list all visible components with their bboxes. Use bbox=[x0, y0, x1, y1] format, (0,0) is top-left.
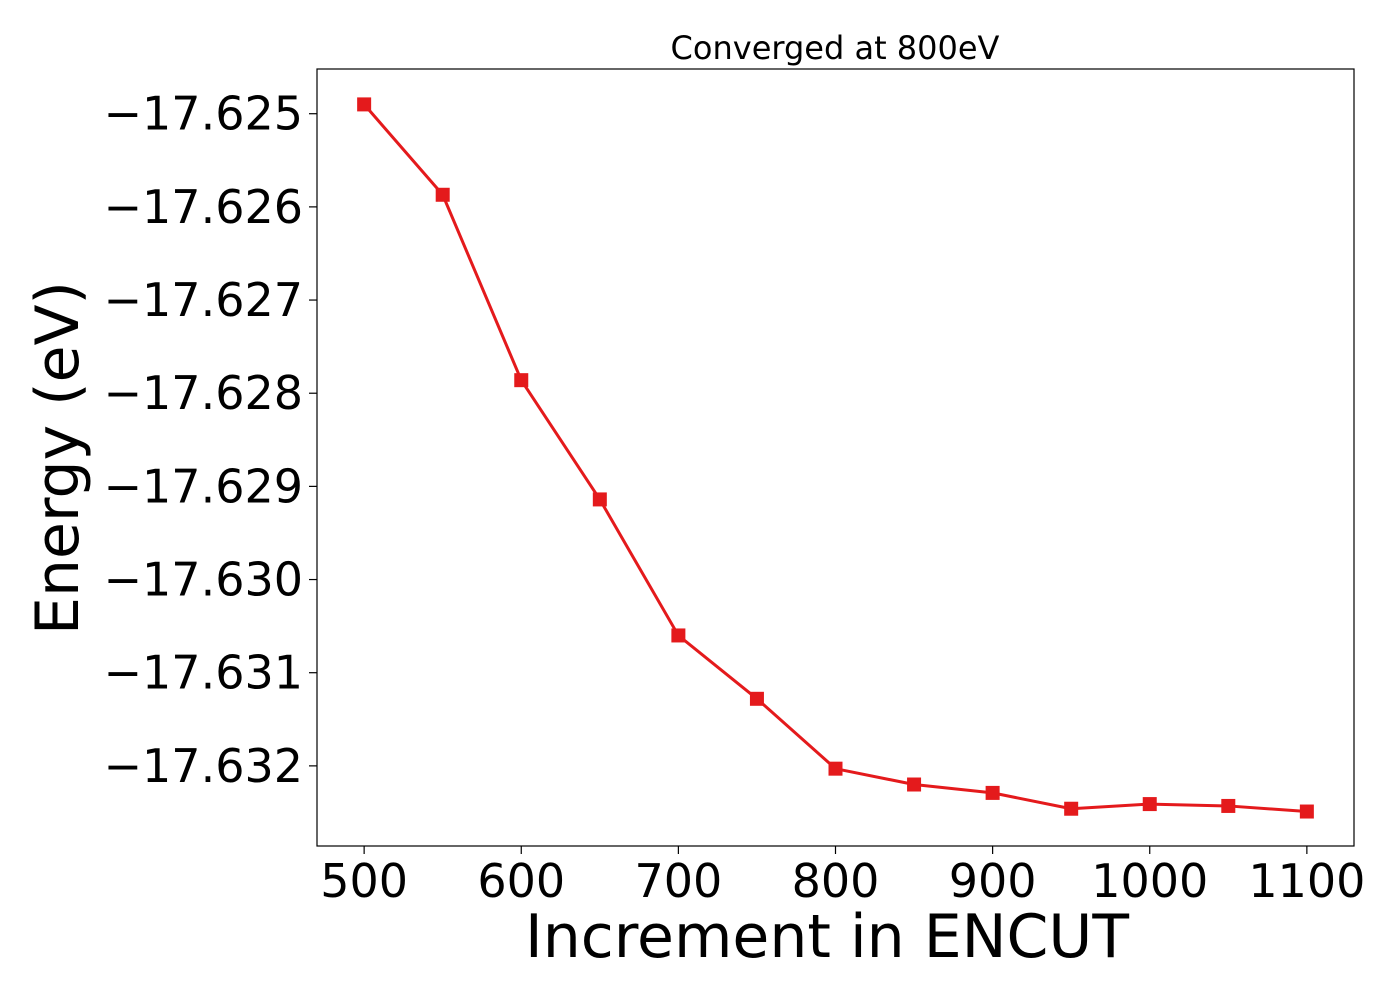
data-point bbox=[435, 187, 450, 202]
x-tick-label: 1000 bbox=[1091, 854, 1208, 908]
x-axis: 500 600 700 800 900 1000 1100 bbox=[320, 846, 1365, 908]
x-tick-label: 500 bbox=[320, 854, 408, 908]
y-tick-label: −17.628 bbox=[104, 366, 304, 420]
data-point bbox=[1221, 798, 1236, 813]
data-point bbox=[514, 373, 529, 388]
x-tick-label: 900 bbox=[949, 854, 1037, 908]
data-point bbox=[357, 97, 372, 112]
x-tick-label: 1100 bbox=[1248, 854, 1365, 908]
data-point bbox=[592, 492, 607, 507]
plot-frame bbox=[316, 68, 1355, 847]
y-tick-label: −17.627 bbox=[104, 273, 304, 327]
data-point bbox=[907, 777, 922, 792]
data-point bbox=[1299, 804, 1314, 819]
data-point bbox=[828, 761, 843, 776]
data-point bbox=[1142, 797, 1157, 812]
y-tick-label: −17.625 bbox=[104, 87, 304, 141]
y-tick-label: −17.629 bbox=[104, 459, 304, 513]
data-point bbox=[985, 785, 1000, 800]
y-axis-label: Energy (eV) bbox=[23, 281, 93, 635]
y-tick-label: −17.632 bbox=[104, 739, 304, 793]
x-tick-label: 800 bbox=[792, 854, 880, 908]
y-tick-label: −17.631 bbox=[104, 646, 304, 700]
data-point bbox=[1064, 801, 1079, 816]
plot-area bbox=[357, 97, 1314, 819]
y-tick-label: −17.630 bbox=[104, 553, 304, 607]
data-point bbox=[749, 691, 764, 706]
chart-title: Converged at 800eV bbox=[671, 29, 1000, 67]
x-tick-label: 700 bbox=[634, 854, 722, 908]
data-point bbox=[671, 628, 686, 643]
x-tick-label: 600 bbox=[477, 854, 565, 908]
x-axis-label: Increment in ENCUT bbox=[525, 902, 1129, 972]
series-line bbox=[363, 103, 1307, 814]
y-tick-label: −17.626 bbox=[104, 180, 304, 234]
y-axis: −17.625 −17.626 −17.627 −17.628 −17.629 −17.6… bbox=[104, 87, 317, 793]
